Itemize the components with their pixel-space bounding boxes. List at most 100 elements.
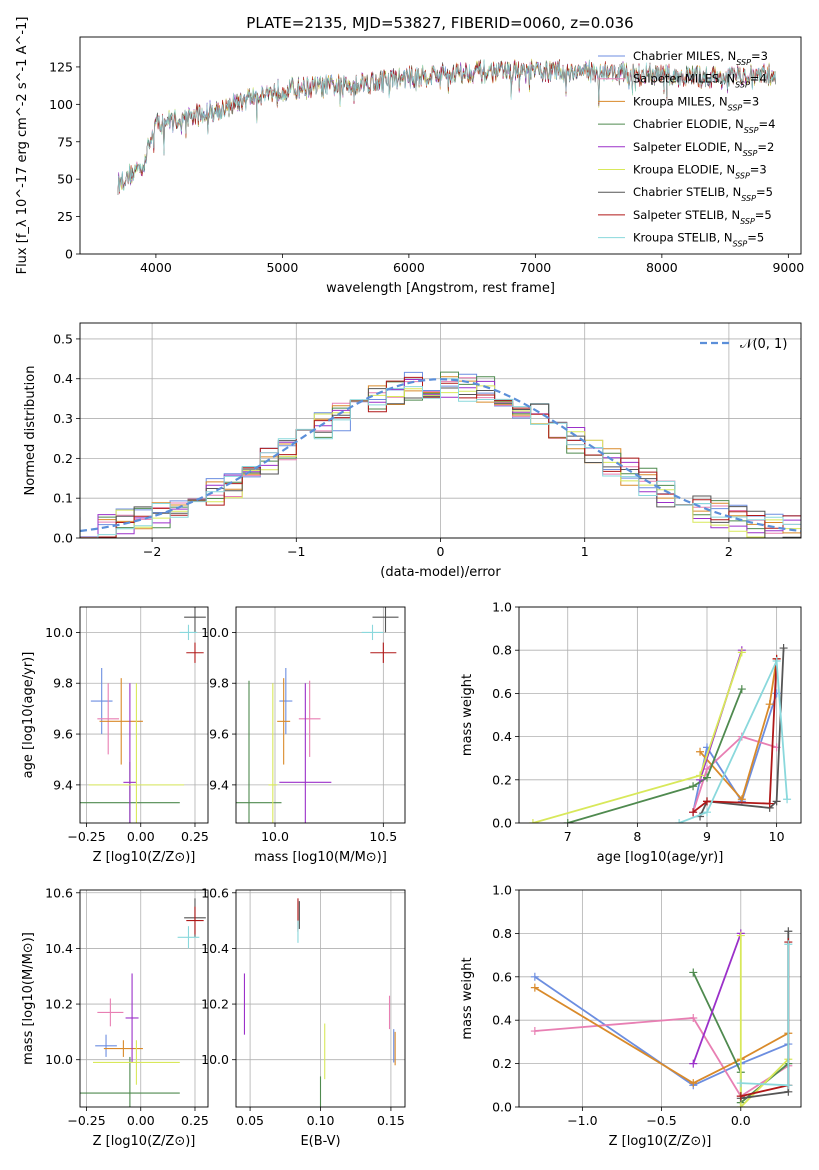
x-tick-label: −0.5 bbox=[646, 1113, 676, 1128]
panel-residuals: −2 −1 0 1 2 0.0 0.1 0.2 0.3 0.4 0.5 (data-model)/er… bbox=[23, 322, 802, 580]
x-tick-label: 0.25 bbox=[181, 829, 209, 844]
y-tick-label: 0.2 bbox=[492, 772, 512, 787]
y-tick-label: 0.3 bbox=[53, 411, 73, 426]
y-tick-label: 9.8 bbox=[209, 676, 229, 691]
x-axis-label: (data-model)/error bbox=[380, 565, 501, 580]
plot-area bbox=[530, 927, 793, 1107]
y-tick-label: 0.4 bbox=[53, 371, 73, 386]
x-tick-label: 7 bbox=[564, 829, 572, 844]
y-tick-label: 9.6 bbox=[209, 727, 229, 742]
y-tick-label: 0.4 bbox=[492, 1013, 512, 1028]
x-tick-label: 0.25 bbox=[181, 1113, 209, 1128]
y-axis-label: mass [log10(M/M⊙)] bbox=[21, 932, 36, 1065]
legend-entry: Chabrier ELODIE, NSSP=4 bbox=[633, 117, 775, 135]
y-tick-label: 10.0 bbox=[45, 1052, 73, 1067]
x-tick-label: 0 bbox=[437, 544, 445, 559]
spectrum-line-8 bbox=[117, 59, 776, 195]
panel-z-weight: −1.0 −0.5 0.0 0.0 0.2 0.4 0.6 0.8 1.0 Z [log10(Z/… bbox=[460, 883, 802, 1149]
axes-frame bbox=[79, 36, 802, 255]
y-tick-label: 10.0 bbox=[201, 1052, 229, 1067]
plot-area bbox=[80, 898, 206, 1107]
x-tick-label: 10 bbox=[769, 829, 785, 844]
panel-z-age: −0.25 0.00 0.25 9.4 9.6 9.8 10.0 Z [log10(Z/Z⊙)… bbox=[21, 606, 209, 865]
weight-marker bbox=[703, 808, 711, 817]
weight-marker bbox=[696, 771, 705, 780]
weight-marker bbox=[689, 808, 698, 817]
y-tick-label: 9.6 bbox=[53, 727, 73, 742]
legend-entry: Kroupa STELIB, NSSP=5 bbox=[633, 231, 764, 249]
y-tick-label: 10.2 bbox=[45, 997, 73, 1012]
weight-line-2 bbox=[534, 986, 789, 1085]
weight-marker bbox=[703, 797, 711, 806]
weight-line-8 bbox=[678, 657, 788, 823]
weight-marker bbox=[737, 685, 746, 694]
weight-line-4 bbox=[692, 933, 742, 1064]
x-tick-label: −0.25 bbox=[67, 1113, 105, 1128]
histogram-6 bbox=[80, 387, 801, 538]
weight-marker bbox=[772, 657, 781, 665]
y-axis-label: mass weight bbox=[460, 957, 475, 1039]
y-tick-label: 10.2 bbox=[201, 997, 229, 1012]
normal-reference-curve bbox=[80, 378, 801, 533]
y-tick-label: 10.4 bbox=[201, 941, 229, 956]
y-tick-label: 1.0 bbox=[492, 883, 512, 898]
y-tick-label: 9.8 bbox=[53, 676, 73, 691]
x-axis-label: Z [log10(Z/Z⊙)] bbox=[609, 1134, 712, 1149]
plot-area bbox=[80, 371, 801, 538]
weight-marker bbox=[689, 1014, 698, 1023]
panel-ebv-mass: 0.05 0.10 0.15 10.0 10.2 10.4 10.6 E(B-V) bbox=[201, 885, 406, 1149]
x-tick-label: 4000 bbox=[140, 260, 172, 275]
x-tick-label: 10.5 bbox=[369, 829, 397, 844]
y-tick-label: 0.0 bbox=[492, 816, 512, 831]
weight-marker bbox=[689, 1079, 698, 1088]
plot-area bbox=[528, 644, 792, 823]
weight-marker bbox=[784, 940, 793, 949]
y-tick-label: 100 bbox=[49, 97, 73, 112]
weight-line-0 bbox=[534, 976, 789, 1087]
y-tick-label: 0 bbox=[65, 247, 73, 262]
y-tick-label: 0.4 bbox=[492, 729, 512, 744]
x-tick-label: −2 bbox=[143, 544, 161, 559]
weight-marker bbox=[783, 795, 792, 804]
x-axis-label: Z [log10(Z/Z⊙)] bbox=[93, 850, 196, 865]
x-tick-label: 2 bbox=[725, 544, 733, 559]
y-tick-label: 0.2 bbox=[53, 451, 73, 466]
y-tick-label: 0.2 bbox=[492, 1056, 512, 1071]
x-axis-label: wavelength [Angstrom, rest frame] bbox=[326, 281, 555, 296]
weight-marker bbox=[736, 1079, 745, 1088]
weight-marker bbox=[689, 1059, 698, 1068]
weight-marker bbox=[765, 799, 774, 808]
y-tick-label: 10.6 bbox=[45, 885, 73, 900]
y-tick-label: 0.0 bbox=[53, 531, 73, 546]
legend-entry: Salpeter STELIB, NSSP=5 bbox=[633, 208, 772, 226]
weight-marker bbox=[689, 968, 698, 977]
y-axis-label: mass weight bbox=[460, 674, 475, 756]
weight-marker bbox=[779, 644, 788, 653]
y-tick-label: 0.6 bbox=[492, 969, 512, 984]
x-tick-label: 6000 bbox=[393, 260, 425, 275]
axes-frame bbox=[79, 889, 209, 1108]
y-axis-label: age [log10(age/yr)] bbox=[21, 652, 36, 779]
x-tick-label: −1 bbox=[287, 544, 305, 559]
x-tick-label: 10.0 bbox=[261, 829, 289, 844]
axes-frame bbox=[518, 606, 802, 824]
weight-marker bbox=[736, 931, 745, 940]
panel-mass-age: 10.0 10.5 9.4 9.6 9.8 10.0 mass [log10(M/M⊙)] bbox=[201, 606, 406, 865]
weight-marker bbox=[737, 648, 746, 657]
x-axis-label: age [log10(age/yr)] bbox=[597, 850, 724, 865]
panel-z-mass: −0.25 0.00 0.25 10.0 10.2 10.4 10.6 Z [log10(Z/… bbox=[21, 885, 209, 1149]
y-tick-label: 75 bbox=[57, 134, 73, 149]
y-tick-label: 50 bbox=[57, 172, 73, 187]
y-tick-label: 1.0 bbox=[492, 600, 512, 615]
y-tick-label: 10.0 bbox=[45, 625, 73, 640]
legend-entry: Salpeter MILES, NSSP=4 bbox=[633, 72, 767, 90]
axes-frame bbox=[79, 606, 209, 824]
weight-marker bbox=[528, 819, 537, 823]
weight-line-7 bbox=[692, 658, 778, 813]
weight-marker bbox=[563, 819, 572, 823]
weight-line-6 bbox=[740, 931, 790, 1100]
x-tick-label: 0.15 bbox=[377, 1113, 405, 1128]
panel-age-weight: 7 8 9 10 0.0 0.2 0.4 0.6 0.8 1.0 age [log10(age/yr… bbox=[460, 600, 802, 865]
weight-marker bbox=[703, 773, 711, 782]
